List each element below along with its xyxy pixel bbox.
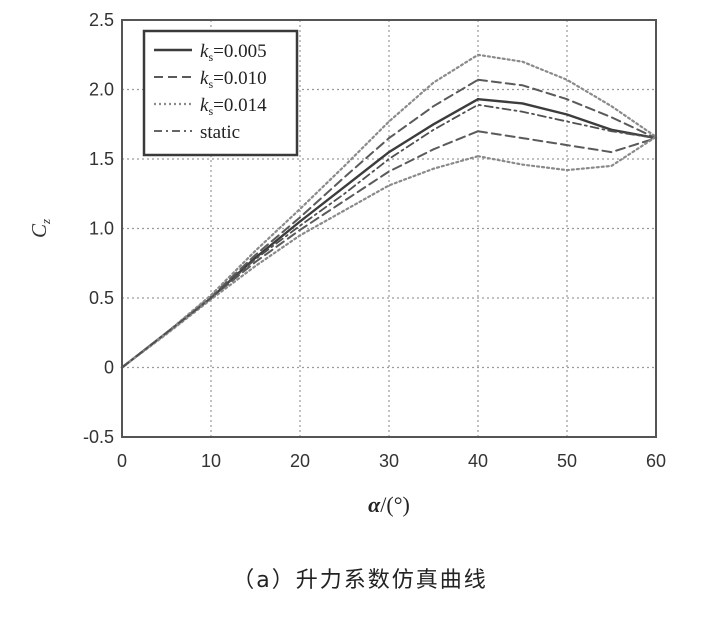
figure-caption: （a）升力系数仿真曲线 — [232, 568, 488, 593]
series-static — [121, 103, 657, 369]
legend-box — [142, 29, 299, 157]
y-tick-label: 1.5 — [89, 149, 114, 169]
legend-label-symbol: k — [200, 41, 209, 62]
series-line-ks-0-014 — [476, 53, 658, 138]
y-tick-label: -0.5 — [83, 427, 114, 447]
y-tick-label: 2.5 — [89, 10, 114, 30]
x-axis-label-symbol: α — [368, 492, 381, 517]
legend-label-subscript: s — [208, 50, 213, 64]
legend-label-subscript: s — [208, 77, 213, 91]
legend-label: ks=0.010 — [200, 68, 267, 91]
tick-labels: 0 10 20 30 40 50 60-0.500.51.01.52.02.5 — [83, 10, 666, 471]
x-tick-label: 40 — [468, 451, 488, 471]
y-axis-label: Cz — [27, 219, 53, 238]
x-tick-label: 60 — [646, 451, 666, 471]
series-line-ks-0-010 — [477, 78, 657, 140]
chart: 0 10 20 30 40 50 60-0.500.51.01.52.02.5 ks=0.0… — [27, 10, 666, 517]
legend-label-value: =0.010 — [213, 68, 266, 89]
legend-label-value: =0.005 — [213, 41, 266, 62]
y-axis-label-symbol: C — [27, 223, 51, 238]
legend-label: ks=0.014 — [200, 95, 267, 118]
legend-label: static — [200, 122, 240, 143]
legend-label-symbol: k — [200, 68, 209, 89]
legend-label-value: =0.014 — [213, 95, 267, 116]
series-line-ks-0-010 — [477, 130, 657, 154]
series-line-ks-0-014 — [476, 135, 658, 172]
legend-label-subscript: s — [208, 104, 213, 118]
x-axis-label-unit: /(°) — [380, 492, 410, 517]
series-line-ks-0-014 — [120, 155, 480, 369]
y-tick-label: 0.5 — [89, 288, 114, 308]
y-axis-label-subscript: z — [38, 219, 53, 225]
series-line-ks-0-005 — [476, 98, 658, 140]
x-tick-label: 20 — [290, 451, 310, 471]
y-tick-label: 2.0 — [89, 80, 114, 100]
plot-series — [120, 53, 658, 369]
x-tick-label: 0 — [117, 451, 127, 471]
x-tick-label: 50 — [557, 451, 577, 471]
x-tick-label: 10 — [201, 451, 221, 471]
y-tick-label: 1.0 — [89, 219, 114, 239]
series-line-static — [121, 103, 657, 369]
legend-label-symbol: k — [200, 95, 209, 116]
x-tick-label: 30 — [379, 451, 399, 471]
plot-frame — [121, 19, 657, 438]
x-axis-label: α/(°) — [368, 492, 410, 517]
legend-label: ks=0.005 — [200, 41, 267, 64]
y-tick-label: 0 — [104, 358, 114, 378]
grid — [122, 20, 656, 437]
